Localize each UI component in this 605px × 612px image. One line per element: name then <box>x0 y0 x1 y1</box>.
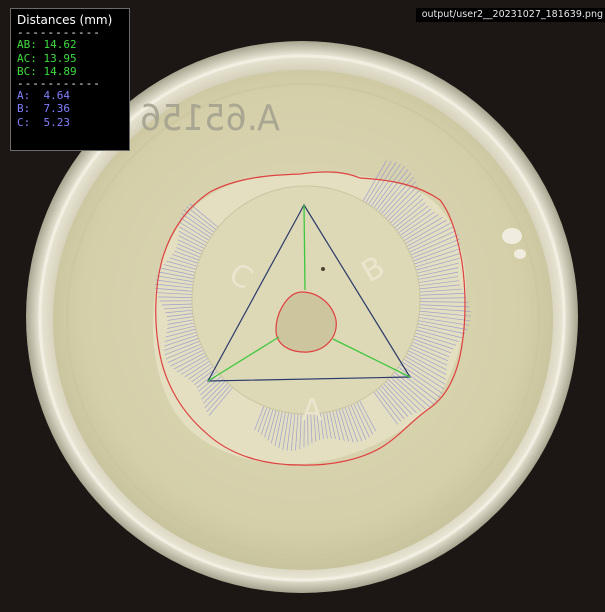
distance-row-b: B: 7.36 <box>17 102 123 116</box>
distance-row-ab: AB: 14.62 <box>17 38 123 52</box>
plate-label: A.65156 <box>140 98 280 139</box>
overlay-title: Distances (mm) <box>17 13 123 28</box>
overlay-separator: ----------- <box>17 79 123 89</box>
distance-row-c: C: 5.23 <box>17 116 123 130</box>
distance-row-bc: BC: 14.89 <box>17 65 123 79</box>
filename-label: output/user2__20231027_181639.png <box>416 8 605 22</box>
distance-row-ac: AC: 13.95 <box>17 52 123 66</box>
zone-letter-a: A <box>302 393 323 428</box>
distance-overlay: Distances (mm) ----------- AB: 14.62 AC:… <box>10 8 130 151</box>
debris-spot <box>321 267 325 271</box>
distance-row-a: A: 4.64 <box>17 89 123 103</box>
overlay-separator: ----------- <box>17 28 123 38</box>
